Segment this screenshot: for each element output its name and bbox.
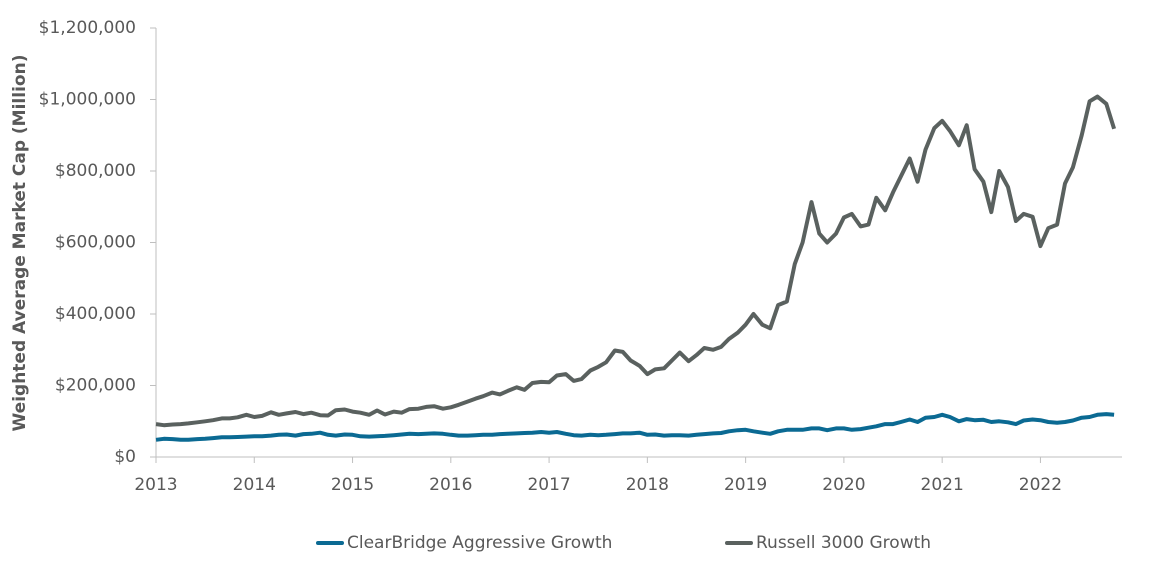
y-tick-label: $600,000 bbox=[55, 233, 136, 253]
y-tick-label: $1,000,000 bbox=[39, 90, 136, 110]
legend-label: Russell 3000 Growth bbox=[756, 533, 931, 553]
y-tick-label: $800,000 bbox=[55, 161, 136, 181]
y-tick-label: $1,200,000 bbox=[39, 18, 136, 38]
x-tick-label: 2016 bbox=[429, 475, 472, 495]
x-tick-label: 2013 bbox=[134, 475, 177, 495]
y-tick-label: $400,000 bbox=[55, 304, 136, 324]
x-tick-label: 2020 bbox=[822, 475, 865, 495]
data-line bbox=[155, 94, 1117, 428]
y-tick-label: $0 bbox=[114, 447, 136, 467]
data-line bbox=[155, 412, 1115, 442]
x-tick-label: 2015 bbox=[331, 475, 374, 495]
x-tick-label: 2017 bbox=[527, 475, 570, 495]
x-tick-label: 2022 bbox=[1019, 475, 1062, 495]
x-tick-label: 2019 bbox=[724, 475, 767, 495]
x-tick-label: 2021 bbox=[921, 475, 964, 495]
x-tick-label: 2014 bbox=[233, 475, 276, 495]
legend-label: ClearBridge Aggressive Growth bbox=[347, 533, 612, 553]
y-axis-title: Weighted Average Market Cap (Million) bbox=[10, 55, 30, 432]
x-tick-label: 2018 bbox=[626, 475, 669, 495]
y-tick-label: $200,000 bbox=[55, 376, 136, 396]
